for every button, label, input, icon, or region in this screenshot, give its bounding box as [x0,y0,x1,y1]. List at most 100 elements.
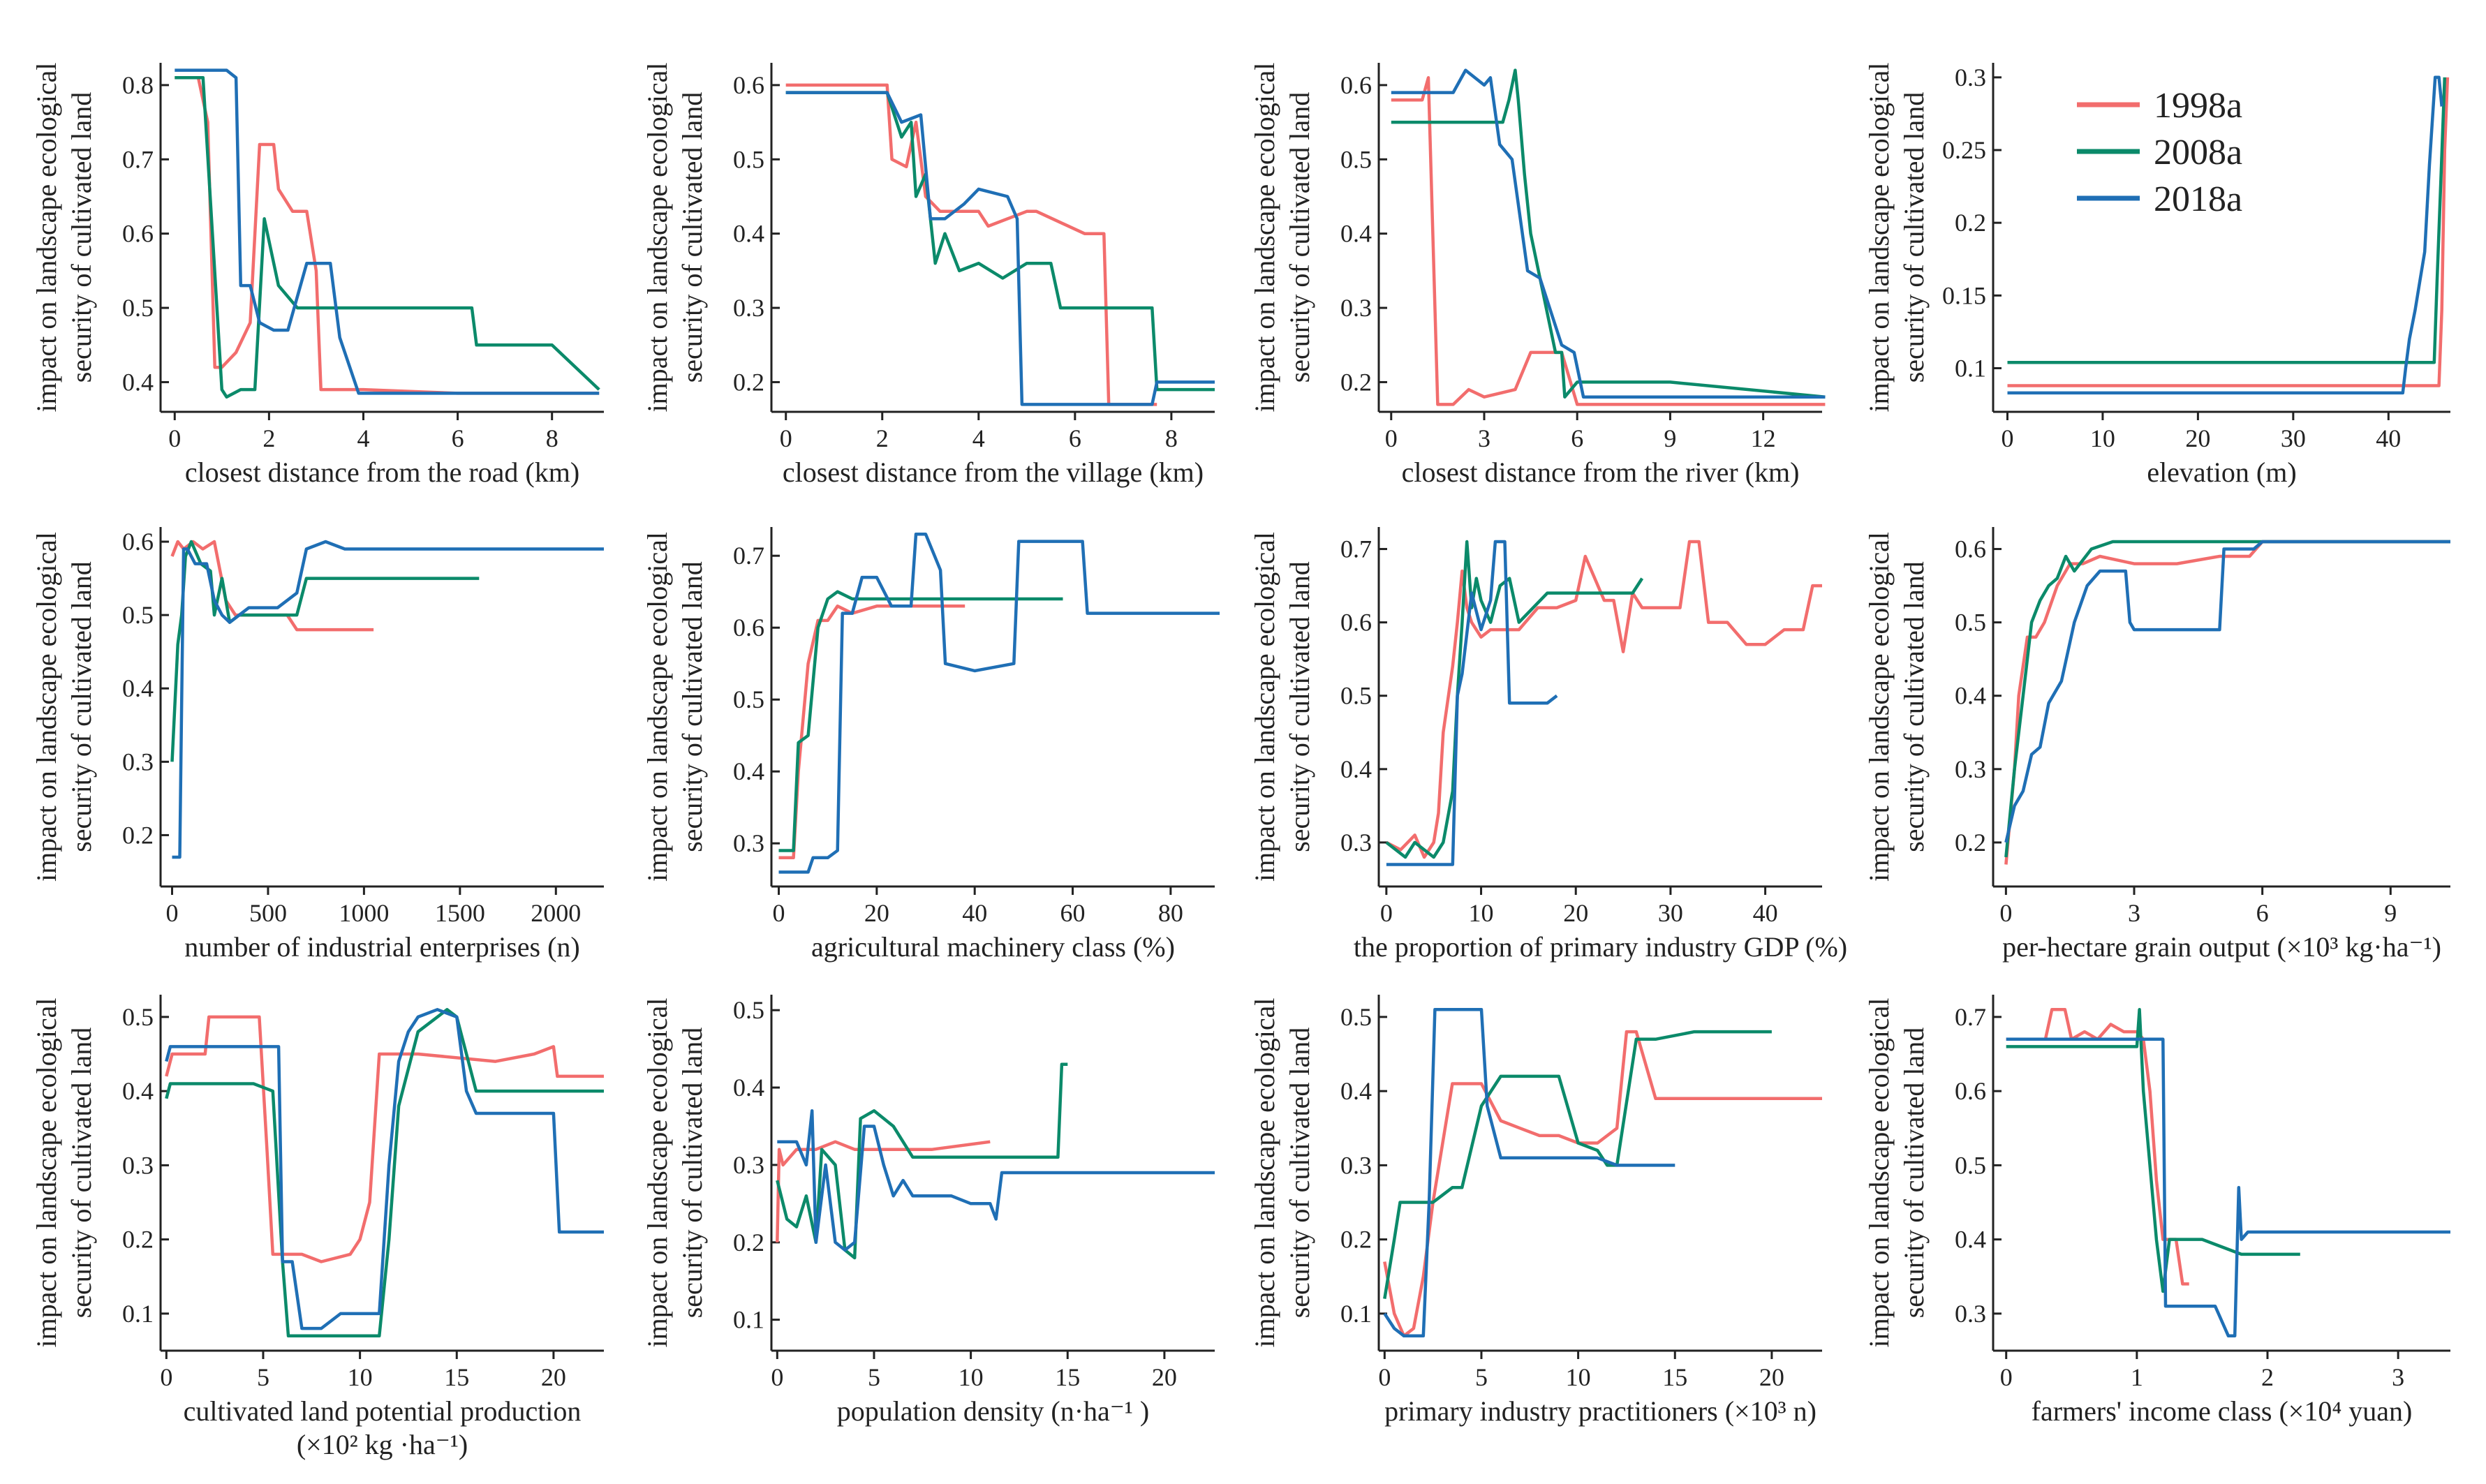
y-tick-label: 0.3 [1955,64,1986,91]
y-tick-label: 0.3 [1955,1300,1986,1328]
x-tick-label: 10 [2090,424,2115,452]
x-axis-label: closest distance from the village (km) [783,457,1204,488]
y-axis-label: impact on landscape ecological [1249,532,1280,882]
series-line-1998a [1383,1030,1822,1338]
series-line-2008a [2007,77,2447,364]
y-axis-label: security of cultivated land [1898,561,1930,852]
series-line-1998a [2004,540,2450,865]
x-tick-label: 6 [2256,899,2269,927]
y-axis-label: security of cultivated land [1284,1027,1315,1319]
y-tick-label: 0.3 [1955,755,1986,783]
x-tick-label: 6 [452,424,464,452]
series-line-2008a [776,1062,1068,1260]
y-tick-label: 0.2 [733,1229,764,1256]
series-line-2008a [1385,540,1644,859]
series-line-2018a [165,1008,604,1330]
x-tick-label: 6 [1069,424,1081,452]
y-tick-label: 0.7 [733,542,764,570]
x-axis-label: the proportion of primary industry GDP (… [1354,931,1847,963]
x-tick-label: 20 [2185,424,2210,452]
x-tick-label: 2 [2261,1363,2274,1391]
y-tick-label: 0.1 [122,1300,154,1328]
x-axis-label: primary industry practitioners (×10³ n) [1384,1395,1817,1427]
x-axis-label: number of industrial enterprises (n) [184,931,580,963]
x-tick-label: 8 [546,424,558,452]
panel-2: 0.2 0.3 0.4 0.5 0.6 0 2 4 6 8 closest distance fro… [642,63,1215,488]
series-line-1998a [175,76,600,395]
series-line-2018a [2006,1037,2450,1338]
x-tick-label: 0 [1378,1363,1391,1391]
x-tick-label: 0 [771,1363,783,1391]
x-tick-label: 15 [1055,1363,1080,1391]
y-tick-label: 0.4 [733,1074,764,1101]
x-tick-label: 30 [1658,899,1683,927]
x-axis-label: per-hectare grain output (×10³ kg·ha⁻¹) [2002,931,2441,963]
y-tick-label: 0.3 [1340,1151,1372,1179]
y-tick-label: 0.3 [1340,294,1372,322]
y-axis-label: impact on landscape ecological [642,63,673,413]
panel-9: 0.1 0.2 0.3 0.4 0.5 0 5 10 15 20 cultivated land p… [31,995,604,1460]
x-tick-label: 3 [1478,424,1490,452]
y-tick-label: 0.4 [1340,755,1372,783]
y-tick-label: 0.6 [122,528,154,556]
y-tick-label: 0.6 [1955,535,1986,563]
y-tick-label: 0.7 [122,145,154,173]
y-tick-label: 0.4 [122,1077,154,1105]
y-tick-label: 0.6 [1340,71,1372,99]
series-line-2008a [2004,540,2450,858]
x-tick-label: 3 [2128,899,2140,927]
series-line-2008a [785,91,1215,392]
y-tick-label: 0.5 [733,145,764,173]
x-axis-label: closest distance from the road (km) [185,457,579,488]
x-tick-label: 0 [1385,424,1398,452]
series-line-2008a [175,76,600,399]
y-tick-label: 0.4 [1955,1226,1986,1254]
y-axis-label: security of cultivated land [1898,1027,1930,1319]
x-axis-label: farmers' income class (×10⁴ yuan) [2032,1395,2413,1427]
y-tick-label: 0.3 [733,294,764,322]
series-line-1998a [785,83,1157,406]
x-tick-label: 60 [1060,899,1086,927]
x-tick-label: 20 [541,1363,566,1391]
panel-11: 0.1 0.2 0.3 0.4 0.5 0 5 10 15 20 primary industry … [1249,995,1822,1427]
y-axis-label: impact on landscape ecological [31,998,62,1348]
series-line-2018a [2004,540,2450,843]
x-tick-label: 20 [1563,899,1588,927]
y-tick-label: 0.8 [122,71,154,99]
x-tick-label: 10 [1469,899,1494,927]
x-tick-label: 5 [1475,1363,1488,1391]
x-tick-label: 500 [249,899,287,927]
panel-7: 0.3 0.4 0.5 0.6 0.7 0 10 20 30 40 the proportion o… [1249,527,1847,963]
x-tick-label: 0 [160,1363,172,1391]
y-axis-label: security of cultivated land [66,1027,97,1319]
series-line-2018a [785,91,1215,406]
y-axis-label: impact on landscape ecological [1249,63,1280,413]
x-axis-label: closest distance from the river (km) [1402,457,1800,488]
series-line-2008a [1391,68,1826,399]
y-tick-label: 0.5 [733,996,764,1024]
x-tick-label: 0 [780,424,792,452]
series-line-1998a [1391,76,1826,406]
x-tick-label: 3 [2392,1363,2404,1391]
y-axis-label: security of cultivated land [1898,92,1930,383]
series-line-2008a [778,590,1063,852]
y-tick-label: 0.5 [1955,609,1986,637]
panel-12: 0.3 0.4 0.5 0.6 0.7 0 1 2 3 farmers' income class… [1863,995,2450,1427]
y-axis-label: impact on landscape ecological [1863,63,1895,413]
x-tick-label: 40 [2376,424,2401,452]
x-tick-label: 10 [1566,1363,1591,1391]
panel-5: 0.2 0.3 0.4 0.5 0.6 0 500 1000 1500 2000 number of… [31,527,604,963]
y-tick-label: 0.3 [122,1151,154,1179]
series-line-1998a [1385,540,1822,859]
series-line-2018a [2007,75,2443,395]
y-axis-label: impact on landscape ecological [1249,998,1280,1348]
x-tick-label: 6 [1571,424,1583,452]
x-tick-label: 8 [1165,424,1178,452]
x-tick-label: 15 [444,1363,469,1391]
series-line-2018a [1383,1008,1675,1338]
y-tick-label: 0.4 [733,220,764,248]
x-tick-label: 2 [262,424,275,452]
y-axis-label: impact on landscape ecological [642,532,673,882]
x-tick-label: 40 [962,899,987,927]
